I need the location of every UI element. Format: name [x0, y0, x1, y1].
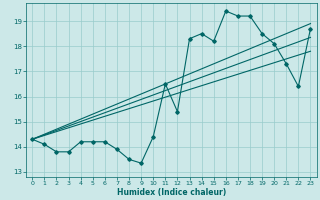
X-axis label: Humidex (Indice chaleur): Humidex (Indice chaleur)	[117, 188, 226, 197]
